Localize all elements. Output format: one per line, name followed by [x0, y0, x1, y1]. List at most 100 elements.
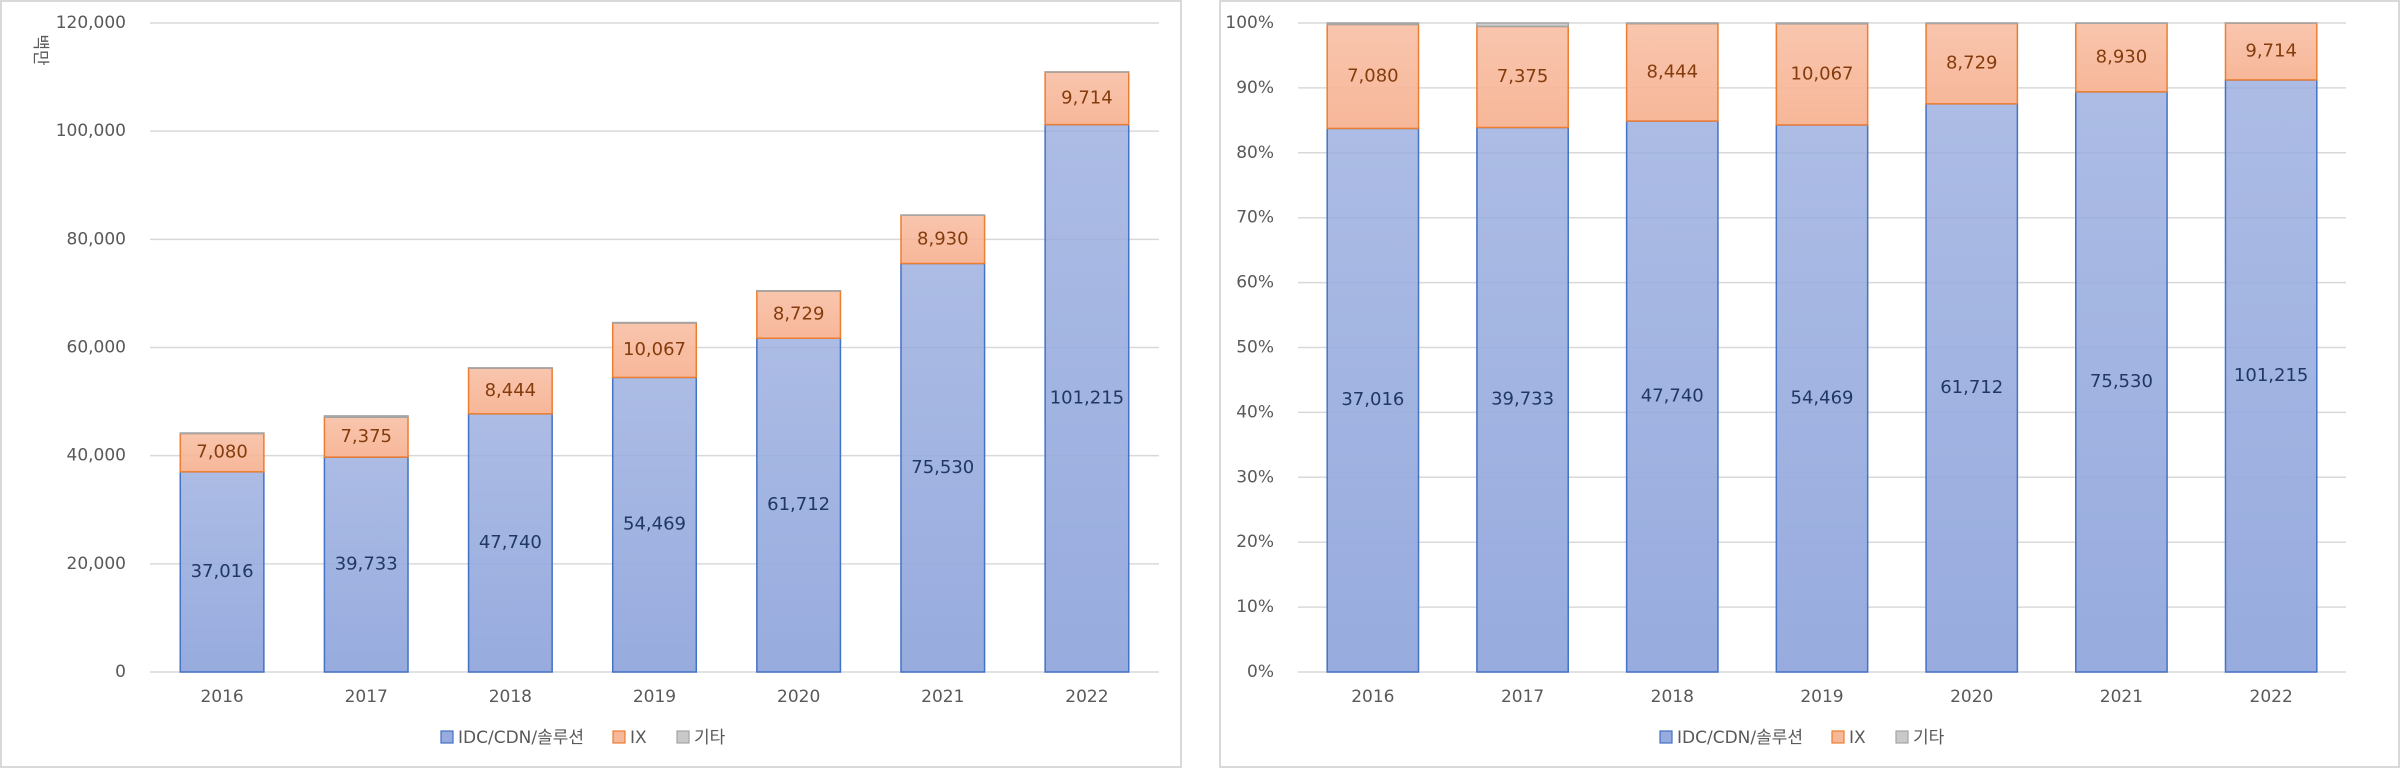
data-label: 7,080 [196, 442, 248, 463]
x-tick-label: 2020 [777, 687, 820, 707]
y-tick-label: 70% [1236, 208, 1274, 228]
data-label: 9,714 [2245, 41, 2297, 62]
bar-segment [1476, 126, 1569, 673]
data-label: 101,215 [2234, 365, 2308, 386]
x-tick-label: 2017 [345, 687, 388, 707]
data-label: 37,016 [1341, 389, 1404, 410]
y-tick-label: 20% [1236, 532, 1274, 552]
bar-segment [2075, 22, 2168, 93]
data-label: 54,469 [623, 514, 686, 535]
data-label: 47,740 [1641, 386, 1704, 407]
x-tick-label: 2016 [200, 687, 243, 707]
x-tick-label: 2019 [1800, 687, 1843, 707]
y-tick-label: 30% [1236, 467, 1274, 487]
y-tick-label: 100% [1225, 13, 1274, 33]
legend-swatch [440, 730, 454, 744]
x-tick-label: 2020 [1950, 687, 1993, 707]
bar-segment [1625, 22, 1719, 25]
data-label: 10,067 [1791, 63, 1854, 84]
bar-segment [1476, 22, 1569, 28]
y-tick-label: 0 [115, 662, 126, 682]
y-tick-label: 20,000 [67, 554, 126, 574]
legend-label: IX [1849, 728, 1866, 748]
y-tick-label: 40,000 [67, 446, 126, 466]
y-axis-label: 백만 [30, 34, 50, 66]
data-label: 10,067 [623, 339, 686, 360]
bar-segment [179, 432, 265, 473]
bar-segment [1625, 22, 1719, 122]
x-tick-label: 2021 [921, 687, 964, 707]
bar-segment [323, 456, 409, 673]
bar-segment [1775, 124, 1869, 673]
legend-swatch [1831, 730, 1845, 744]
legend-label: IDC/CDN/솔루션 [1677, 728, 1803, 748]
legend-label: 기타 [694, 728, 726, 748]
bar-segment [611, 376, 698, 673]
bar-segment [323, 416, 409, 458]
data-label: 8,930 [917, 228, 969, 249]
y-tick-label: 50% [1236, 338, 1274, 358]
bar-segment [1775, 22, 1869, 25]
legend-label: 기타 [1913, 728, 1945, 748]
x-tick-label: 2018 [1651, 687, 1694, 707]
x-tick-label: 2022 [1065, 687, 1108, 707]
y-tick-label: 10% [1236, 597, 1274, 617]
x-tick-label: 2022 [2250, 687, 2293, 707]
data-label: 37,016 [191, 561, 254, 582]
y-tick-label: 80,000 [67, 229, 126, 249]
legend-label: IX [630, 728, 647, 748]
data-label: 7,375 [340, 426, 392, 447]
bar-segment [756, 290, 842, 339]
bar-segment [1476, 25, 1569, 129]
bar-segment [2224, 79, 2318, 673]
legend-swatch [1659, 730, 1673, 744]
bar-segment [2224, 22, 2318, 81]
bar-segment [1044, 123, 1130, 673]
legend-label: IDC/CDN/솔루션 [458, 728, 584, 748]
bar-segment [179, 432, 265, 435]
y-tick-label: 40% [1236, 402, 1274, 422]
bar-segment [1326, 23, 1420, 130]
data-label: 7,375 [1497, 66, 1549, 87]
data-label: 8,444 [1647, 61, 1699, 82]
bar-segment [467, 413, 553, 673]
y-tick-label: 0% [1247, 662, 1274, 682]
data-label: 7,080 [1347, 65, 1399, 86]
data-label: 75,530 [2090, 371, 2153, 392]
x-tick-label: 2016 [1351, 687, 1394, 707]
y-tick-label: 100,000 [56, 121, 126, 141]
bar-segment [1925, 103, 2019, 673]
data-label: 39,733 [335, 554, 398, 575]
data-label: 8,729 [1946, 53, 1998, 74]
data-label: 8,930 [2096, 47, 2148, 68]
x-tick-label: 2017 [1501, 687, 1544, 707]
legend-swatch [1895, 730, 1909, 744]
x-tick-label: 2018 [489, 687, 532, 707]
bar-segment [1775, 23, 1869, 126]
y-tick-label: 90% [1236, 78, 1274, 98]
y-tick-label: 60,000 [67, 338, 126, 358]
data-label: 8,444 [485, 380, 537, 401]
data-label: 101,215 [1050, 387, 1124, 408]
y-tick-label: 60% [1236, 273, 1274, 293]
bar-segment [323, 415, 409, 418]
data-label: 39,733 [1491, 389, 1554, 410]
x-tick-label: 2019 [633, 687, 676, 707]
bar-segment [1326, 127, 1420, 673]
y-tick-label: 80% [1236, 143, 1274, 163]
legend-swatch [612, 730, 626, 744]
bar-segment [611, 322, 698, 379]
bar-segment [1044, 71, 1130, 126]
data-label: 47,740 [479, 532, 542, 553]
bar-segment [1625, 120, 1719, 673]
bar-segment [179, 471, 265, 673]
bar-segment [756, 337, 842, 673]
data-label: 75,530 [911, 457, 974, 478]
bar-segment [1925, 22, 2019, 105]
data-label: 54,469 [1791, 387, 1854, 408]
legend-swatch [676, 730, 690, 744]
chart-frame [0, 0, 1182, 768]
data-label: 8,729 [773, 304, 825, 325]
data-label: 61,712 [767, 494, 830, 515]
